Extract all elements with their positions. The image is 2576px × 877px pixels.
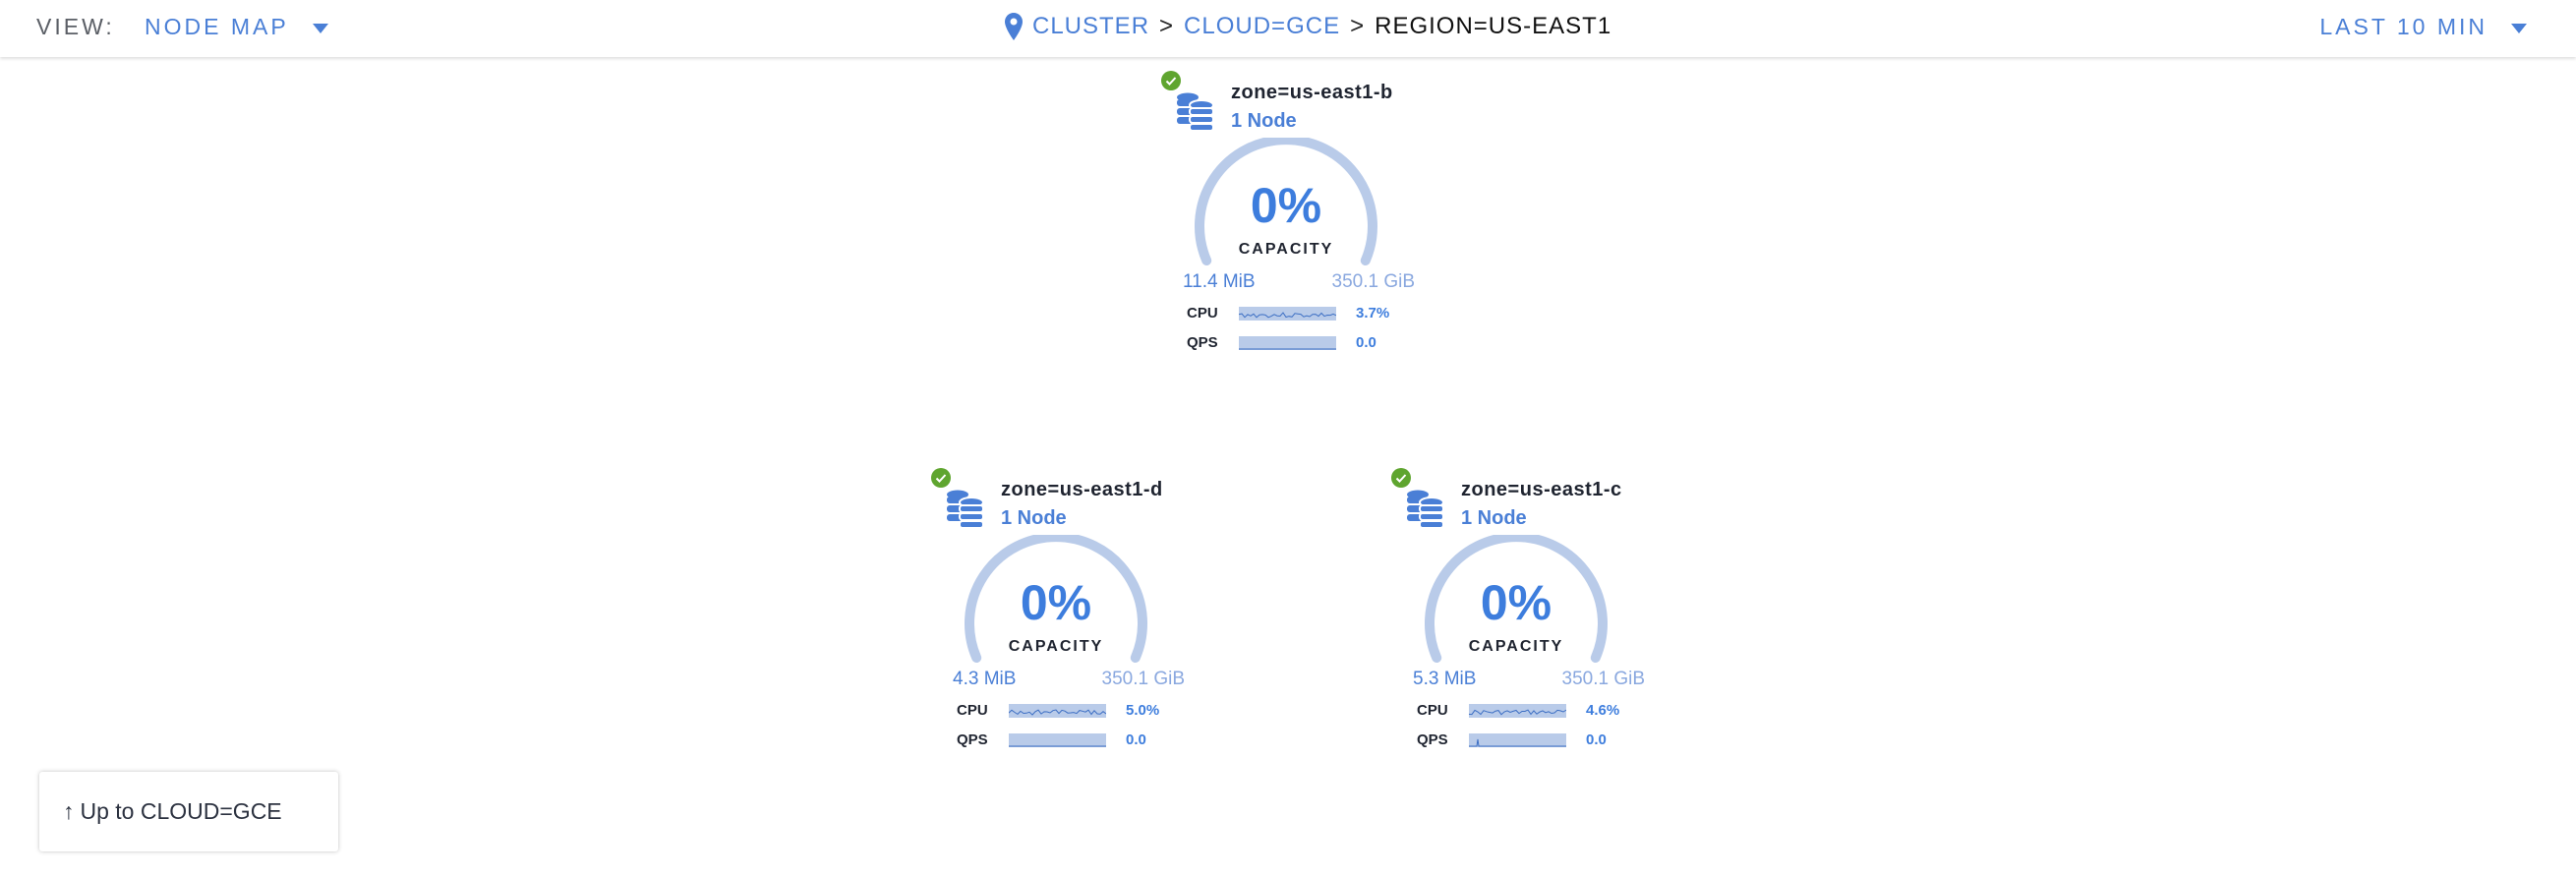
cpu-label: CPU	[957, 702, 988, 719]
total-storage: 350.1 GiB	[1101, 669, 1186, 689]
node-count[interactable]: 1 Node	[1231, 110, 1297, 132]
check-circle-icon	[931, 468, 951, 488]
used-storage: 5.3 MiB	[1413, 669, 1477, 689]
capacity-gauge	[1195, 138, 1377, 265]
zone-name[interactable]: zone=us-east1-b	[1231, 82, 1393, 103]
cpu-sparkline	[1009, 704, 1106, 718]
qps-sparkline	[1469, 733, 1566, 747]
breadcrumb-separator: >	[1350, 13, 1366, 39]
breadcrumb-region: REGION=US-EAST1	[1375, 13, 1612, 39]
database-icon	[1177, 92, 1214, 132]
caret-down-icon	[312, 23, 328, 33]
node-count[interactable]: 1 Node	[1001, 507, 1067, 529]
up-button-label: Up to CLOUD=GCE	[80, 798, 282, 824]
used-storage: 4.3 MiB	[953, 669, 1017, 689]
time-range-value: LAST 10 MIN	[2319, 14, 2488, 39]
cpu-sparkline	[1239, 307, 1336, 321]
cpu-sparkline	[1469, 704, 1566, 718]
zone-card[interactable]: zone=us-east1-c 1 Node 0% CAPACITY 5.3 M…	[1369, 466, 1664, 761]
zone-name[interactable]: zone=us-east1-c	[1461, 479, 1622, 500]
up-to-cloud-button[interactable]: ↑ Up to CLOUD=GCE	[39, 772, 338, 851]
time-range-dropdown[interactable]: LAST 10 MIN	[2319, 14, 2527, 40]
capacity-percent: 0%	[1480, 575, 1552, 630]
cpu-label: CPU	[1187, 305, 1218, 322]
qps-value: 0.0	[1586, 731, 1607, 748]
check-circle-icon	[1161, 71, 1181, 90]
node-count[interactable]: 1 Node	[1461, 507, 1527, 529]
qps-label: QPS	[957, 731, 988, 748]
qps-value: 0.0	[1126, 731, 1146, 748]
qps-label: QPS	[1417, 731, 1448, 748]
arrow-up-icon: ↑	[63, 798, 75, 824]
capacity-label: CAPACITY	[1008, 638, 1104, 655]
capacity-percent: 0%	[1250, 178, 1322, 233]
capacity-gauge	[1425, 535, 1608, 663]
cpu-value: 5.0%	[1126, 702, 1160, 719]
breadcrumb-separator: >	[1159, 13, 1175, 39]
capacity-gauge	[965, 535, 1147, 663]
zone-name[interactable]: zone=us-east1-d	[1001, 479, 1163, 500]
zone-card[interactable]: zone=us-east1-d 1 Node 0% CAPACITY 4.3 M…	[908, 466, 1203, 761]
top-bar: VIEW: NODE MAP CLUSTER > CLOUD=GCE > REG…	[0, 0, 2576, 57]
qps-sparkline	[1239, 336, 1336, 350]
capacity-label: CAPACITY	[1238, 241, 1334, 258]
cpu-label: CPU	[1417, 702, 1448, 719]
qps-value: 0.0	[1356, 334, 1376, 351]
view-label: VIEW:	[36, 14, 115, 39]
zone-card[interactable]: zone=us-east1-b 1 Node 0% CAPACITY 11.4 …	[1139, 69, 1434, 364]
cpu-value: 4.6%	[1586, 702, 1620, 719]
used-storage: 11.4 MiB	[1183, 271, 1256, 292]
view-value: NODE MAP	[145, 14, 289, 39]
total-storage: 350.1 GiB	[1331, 271, 1416, 292]
check-circle-icon	[1391, 468, 1411, 488]
breadcrumb-cloud[interactable]: CLOUD=GCE	[1184, 13, 1341, 39]
database-icon	[947, 490, 984, 529]
map-pin-icon	[1005, 13, 1023, 40]
qps-label: QPS	[1187, 334, 1218, 351]
view-dropdown[interactable]: NODE MAP	[145, 14, 328, 40]
database-icon	[1407, 490, 1444, 529]
capacity-percent: 0%	[1020, 575, 1092, 630]
capacity-label: CAPACITY	[1468, 638, 1564, 655]
breadcrumb: CLUSTER > CLOUD=GCE > REGION=US-EAST1	[1005, 13, 1611, 40]
cpu-value: 3.7%	[1356, 305, 1390, 322]
qps-sparkline	[1009, 733, 1106, 747]
total-storage: 350.1 GiB	[1561, 669, 1646, 689]
caret-down-icon	[2511, 23, 2527, 33]
breadcrumb-cluster[interactable]: CLUSTER	[1032, 13, 1150, 39]
